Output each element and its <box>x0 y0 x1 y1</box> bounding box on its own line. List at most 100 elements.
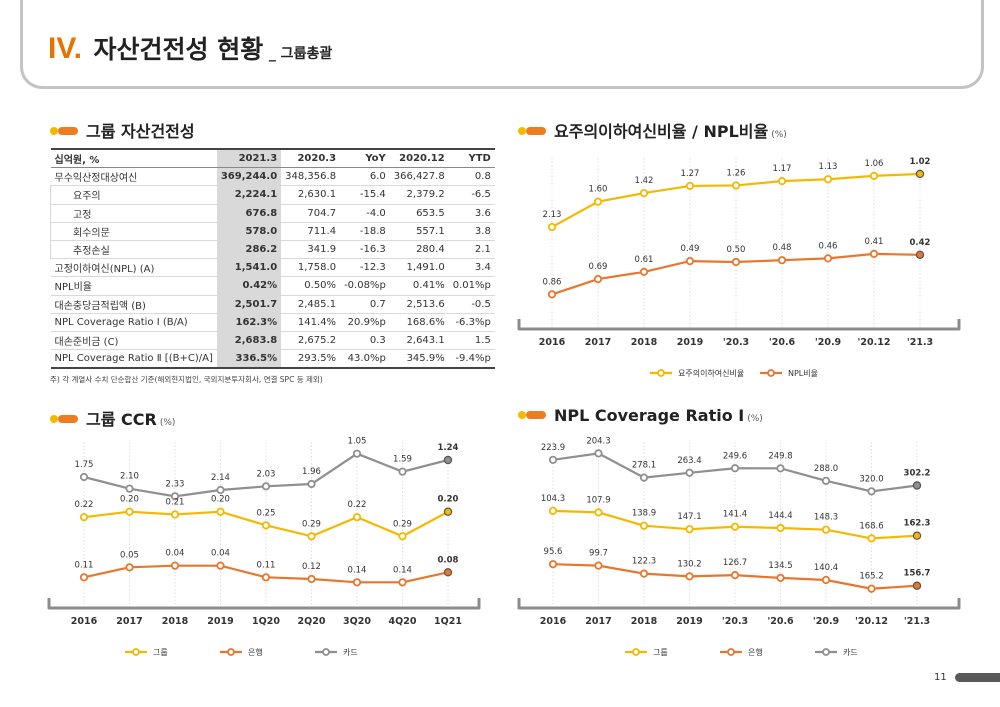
table-cell: 280.4 <box>389 240 449 260</box>
data-label: 1.13 <box>819 162 838 172</box>
data-point <box>912 481 922 490</box>
table-cell: 1,491.0 <box>389 258 449 278</box>
x-tick-label: 3Q20 <box>343 616 371 627</box>
data-point <box>912 581 922 590</box>
npl-ratio-chart: 2016 2017 2018 2019 '20.3 '20.6 '20.9 '20.12 '21… <box>517 157 961 378</box>
table-cell: 1,541.0 <box>216 258 282 278</box>
data-label: 2.33 <box>166 479 185 489</box>
x-tick-label: '20.6 <box>769 337 796 348</box>
table-cell: -6.3%p <box>448 313 495 332</box>
data-label: 165.2 <box>859 572 883 582</box>
x-tick-label: '20.12 <box>858 337 891 348</box>
data-point <box>821 525 831 534</box>
legend-marker <box>657 369 665 377</box>
table-row: NPL비율 0.42% 0.50% -0.08%p 0.41% 0.01%p <box>50 276 495 296</box>
data-label: 138.9 <box>632 509 656 519</box>
data-point <box>79 513 89 522</box>
table-cell: 2,513.6 <box>389 295 449 314</box>
data-point <box>548 560 558 569</box>
data-point <box>776 573 785 583</box>
table-cell: 0.41% <box>389 276 449 296</box>
data-label: 104.3 <box>541 494 565 504</box>
data-label: 2.10 <box>120 472 139 482</box>
data-point <box>307 479 316 489</box>
data-label: 2.03 <box>257 469 276 479</box>
x-tick-label: '21.3 <box>907 337 933 348</box>
data-label: 1.27 <box>681 169 700 179</box>
table-row: NPL Coverage Ratio Ⅰ (B/A) 162.3% 141.4% 20… <box>50 313 495 332</box>
data-label: 1.60 <box>589 185 608 195</box>
table-cell: 6.0 <box>340 167 390 187</box>
header-frame <box>20 0 984 89</box>
data-point <box>307 532 316 541</box>
data-point <box>261 521 271 530</box>
data-label: 1.02 <box>910 157 931 167</box>
data-point <box>685 572 694 581</box>
data-point <box>915 169 925 179</box>
data-label: 95.6 <box>544 547 563 557</box>
data-label: 0.42 <box>910 238 931 248</box>
data-label: 0.49 <box>681 244 700 254</box>
table-cell: 20.9%p <box>340 313 390 332</box>
data-label: 302.2 <box>904 469 931 479</box>
table-cell: 711.4 <box>281 222 341 241</box>
table-cell: 336.5% <box>216 349 282 370</box>
legend-label: NPL비율 <box>788 369 818 378</box>
data-label: 99.7 <box>589 549 608 559</box>
data-point <box>125 484 134 493</box>
row-label: 회수의문 <box>49 222 217 241</box>
data-label: 249.8 <box>768 451 792 461</box>
x-tick-label: 2016 <box>71 616 98 627</box>
data-label: 148.3 <box>814 513 838 523</box>
data-label: 0.61 <box>635 255 654 265</box>
data-point <box>443 568 453 577</box>
row-label: 고정이하여신(NPL) (A) <box>50 258 217 278</box>
x-tick-label: '20.12 <box>855 616 888 627</box>
data-point <box>776 464 785 473</box>
x-tick-label: '20.9 <box>815 337 841 348</box>
data-point <box>216 507 225 516</box>
data-point <box>170 561 180 570</box>
section-title-ccr: 그룹 CCR (%) <box>50 406 175 430</box>
legend-marker <box>822 648 830 656</box>
data-point <box>639 473 649 482</box>
table-cell: 162.3% <box>216 313 282 332</box>
table-cell: 1.5 <box>448 331 495 351</box>
data-label: 0.11 <box>75 560 94 570</box>
table-cell: 345.9% <box>389 349 449 370</box>
table-footnote: 주) 각 계열사 수치 단순합산 기준(해외현지법인, 국외지분투자회사, 연결… <box>50 375 323 384</box>
row-label: 대손준비금 (C) <box>50 331 217 351</box>
table-cell: 293.5% <box>281 349 341 370</box>
data-point <box>867 534 876 543</box>
data-point <box>912 531 922 540</box>
table-cell: 3.6 <box>448 204 495 223</box>
table-row: 고정 676.8 704.7 -4.0 653.5 3.6 <box>49 204 495 223</box>
data-label: 0.04 <box>211 549 230 559</box>
data-label: 126.7 <box>723 558 747 568</box>
legend-marker <box>227 648 235 656</box>
data-point <box>821 575 831 585</box>
table-cell: 2,379.2 <box>389 185 449 205</box>
col-header: 2021.3 <box>216 148 282 169</box>
data-label: 0.14 <box>348 565 367 575</box>
data-label: 0.11 <box>257 560 276 570</box>
data-label: 0.20 <box>211 495 230 505</box>
data-point <box>821 476 831 485</box>
table-row: 요주의 2,224.1 2,630.1 -15.4 2,379.2 -6.5 <box>49 185 495 205</box>
legend-marker <box>632 648 640 656</box>
data-label: 130.2 <box>677 559 701 569</box>
data-label: 204.3 <box>586 436 610 446</box>
table-row: 대손준비금 (C) 2,683.8 2,675.2 0.3 2,643.1 1.5 <box>50 331 495 351</box>
table-cell: 341.9 <box>281 240 341 260</box>
data-label: 0.05 <box>120 550 139 560</box>
data-point <box>79 472 89 482</box>
data-point <box>777 177 787 186</box>
data-label: 0.48 <box>773 243 792 253</box>
page-title: IV. 자산건전성 현황 _ 그룹총괄 <box>48 30 332 66</box>
data-label: 1.96 <box>302 467 321 477</box>
x-axis-bracket <box>517 319 961 331</box>
data-point <box>216 485 225 495</box>
table-cell: 141.4% <box>281 313 341 332</box>
legend-label: 그룹 <box>653 648 668 657</box>
data-label: 0.04 <box>166 549 185 559</box>
